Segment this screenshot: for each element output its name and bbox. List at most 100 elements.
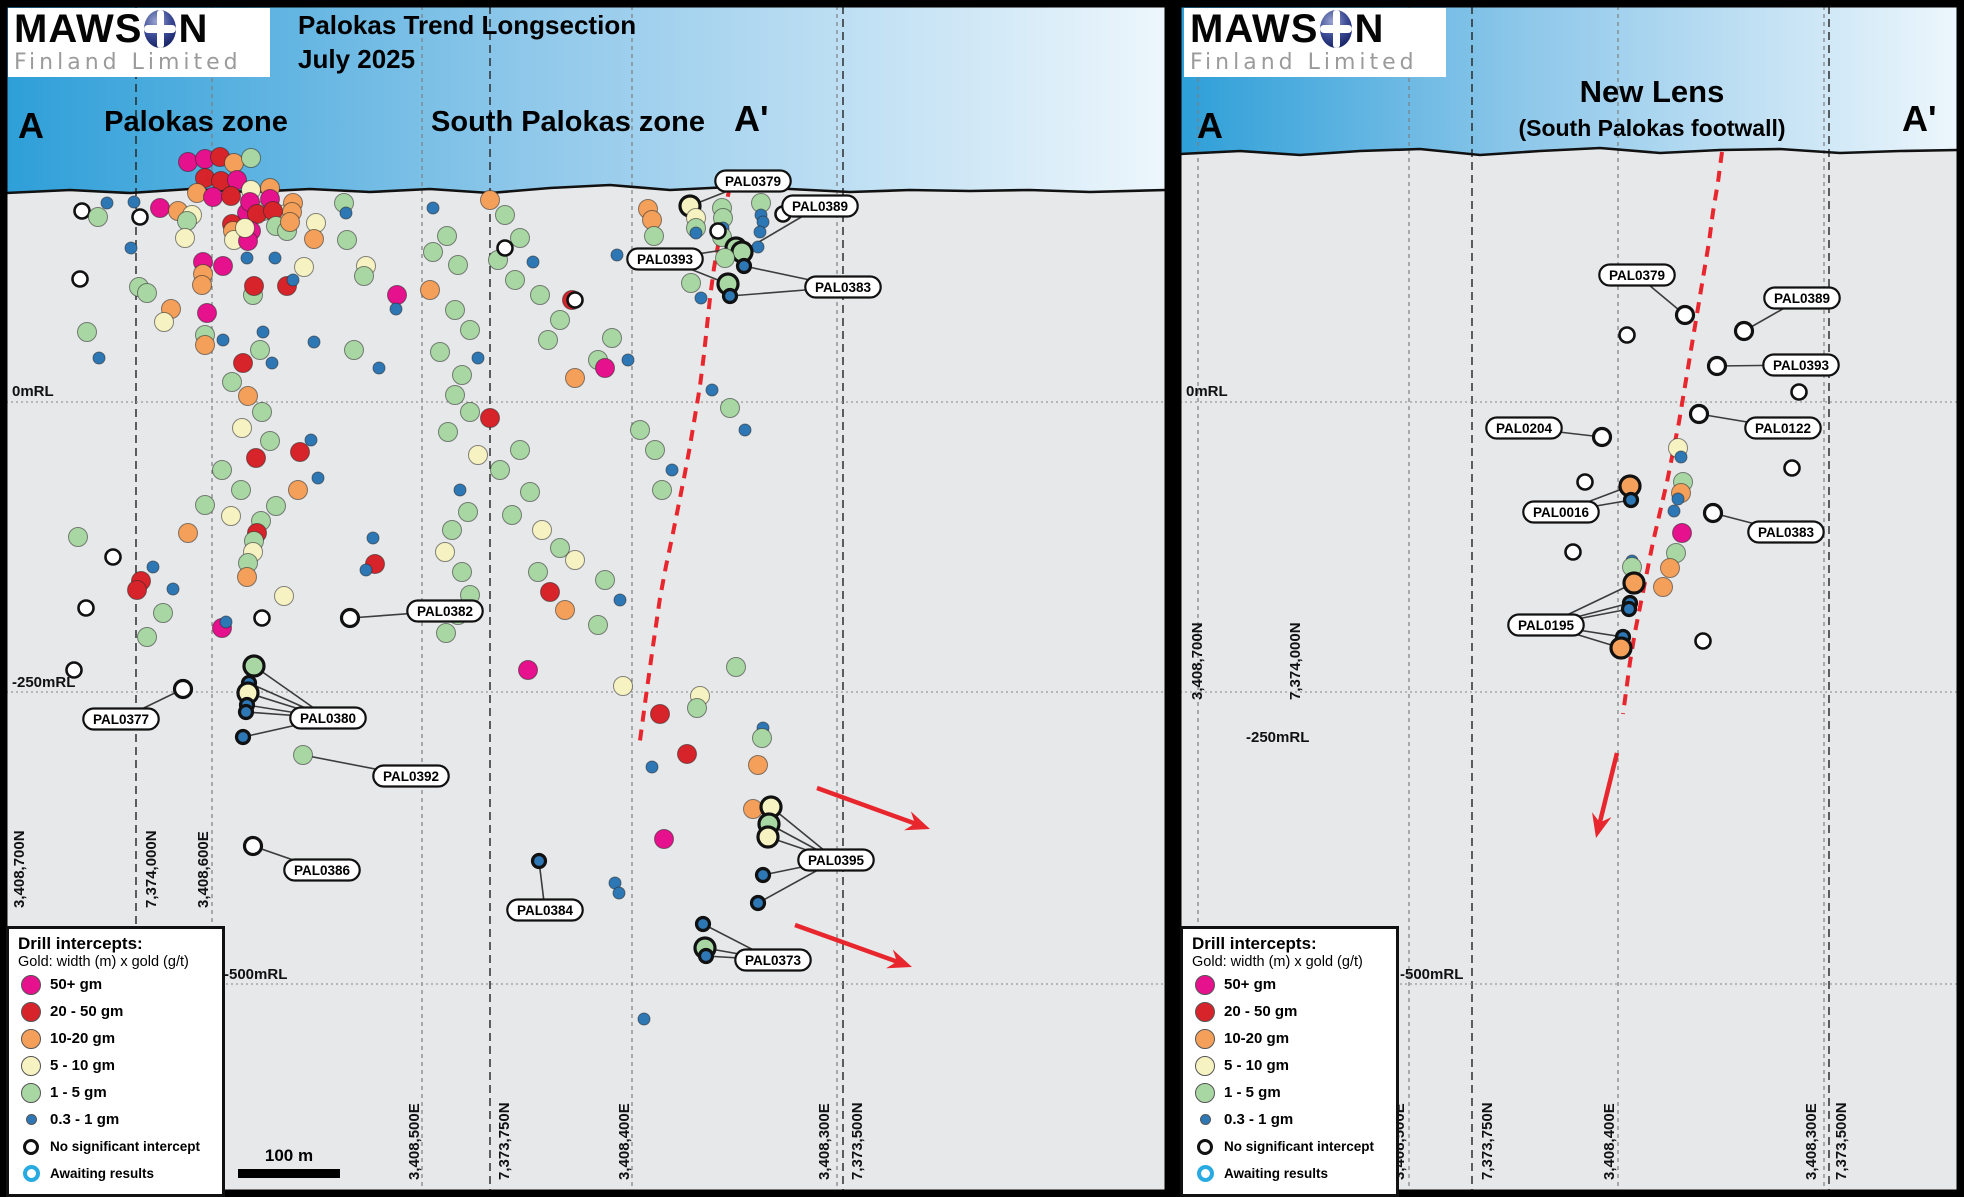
legend-item-label: 10-20 gm xyxy=(50,1030,116,1047)
drill-intercept-dot xyxy=(238,386,258,406)
drill-intercept-dot xyxy=(213,256,233,276)
drill-intercept-dot xyxy=(445,300,465,320)
drillhole-label-pill xyxy=(1507,613,1585,637)
drill-intercept-dot xyxy=(290,442,310,462)
drill-intercept-dot xyxy=(460,320,480,340)
legend-item-03-1: 0.3 - 1 gm xyxy=(18,1107,216,1132)
drillhole-label: PAL0389 xyxy=(1774,291,1830,306)
drill-intercept-dot xyxy=(430,342,450,362)
drill-intercept-dot xyxy=(1702,502,1724,524)
drillhole-label: PAL0379 xyxy=(725,174,781,189)
drillhole-label-pill xyxy=(283,858,361,882)
drill-intercept-dot xyxy=(681,273,701,293)
coordinate-label: 7,374,000N xyxy=(143,830,160,908)
drill-intercept-dot xyxy=(460,402,480,422)
scalebar xyxy=(238,1169,340,1178)
drillhole-label-pill xyxy=(804,275,882,299)
figure-date: July 2025 xyxy=(298,44,416,74)
legend-swatch-nosig-icon xyxy=(1197,1138,1213,1155)
drill-intercept-dot xyxy=(212,460,232,480)
plunge-arrow-shaft xyxy=(794,922,898,964)
drillhole-label: PAL0386 xyxy=(294,863,351,878)
drill-intercept-dot xyxy=(389,302,403,316)
drillhole-label-pill xyxy=(1763,286,1841,310)
elevation-label: -500mRL xyxy=(1400,966,1463,983)
drill-intercept-dot xyxy=(1622,491,1640,509)
drill-intercept-dot xyxy=(387,285,407,305)
section-marker-a2-left: A' xyxy=(734,98,769,139)
drill-intercept-dot xyxy=(423,242,443,262)
legend-item-50plus: 50+ gm xyxy=(1192,972,1390,997)
legend-item-1-5: 1 - 5 gm xyxy=(18,1080,216,1105)
drill-intercept-dot xyxy=(221,186,241,206)
drillhole-label: PAL0395 xyxy=(808,853,865,868)
legend-subtitle: Gold: width (m) x gold (g/t) xyxy=(18,954,189,970)
drill-intercept-dot xyxy=(172,678,194,700)
drill-intercept-dot xyxy=(166,582,180,596)
drill-intercept-dot xyxy=(237,703,255,721)
drill-intercept-dot xyxy=(1688,403,1710,425)
drill-intercept-dot xyxy=(237,567,257,587)
drillhole-label: PAL0389 xyxy=(792,199,848,214)
drill-intercept-dot xyxy=(480,408,500,428)
drill-intercept-dot xyxy=(240,251,254,265)
drill-intercept-dot xyxy=(502,505,522,525)
drill-intercept-dot xyxy=(146,560,160,574)
drill-intercept-dot xyxy=(532,520,552,540)
drill-intercept-dot xyxy=(610,248,624,262)
drillhole-label-pill xyxy=(82,707,160,731)
drill-intercept-dot xyxy=(751,240,765,254)
legend-item-label: 20 - 50 gm xyxy=(1224,1003,1298,1020)
drill-intercept-dot xyxy=(286,273,300,287)
drill-intercept-dot xyxy=(435,542,455,562)
drill-intercept-dot xyxy=(1674,450,1688,464)
coordinate-label: 3,408,300E xyxy=(1803,1103,1820,1180)
drill-intercept-dot xyxy=(250,340,270,360)
drillhole-label: PAL0380 xyxy=(300,711,356,726)
drillhole-label-pill xyxy=(781,194,859,218)
drill-intercept-dot xyxy=(738,423,752,437)
drill-intercept-dot xyxy=(100,196,114,210)
drill-intercept-dot xyxy=(566,291,584,309)
drill-intercept-dot xyxy=(354,266,374,286)
logo-subtitle: Finland Limited xyxy=(1190,50,1418,75)
legend-item-20-50: 20 - 50 gm xyxy=(18,999,216,1024)
drill-intercept-dot xyxy=(203,187,223,207)
legend-swatch-20-50-icon xyxy=(1195,1001,1215,1022)
drill-intercept-dot xyxy=(268,251,282,265)
drill-intercept-dot xyxy=(694,291,708,305)
legend-item-awaiting: Awaiting results xyxy=(18,1161,216,1186)
zone-subtitle-new-lens: (South Palokas footwall) xyxy=(1518,115,1785,141)
drill-intercept-dot xyxy=(307,335,321,349)
logo-text-start: MAWS xyxy=(1190,7,1319,51)
drill-intercept-dot xyxy=(715,248,735,268)
drill-intercept-dot xyxy=(458,502,478,522)
drill-intercept-dot xyxy=(735,257,753,275)
drill-intercept-dot xyxy=(420,280,440,300)
static-text-layer: A A' Palokas zone South Palokas zone A A… xyxy=(18,74,1937,146)
trend-dashed-line xyxy=(1621,151,1724,715)
drill-intercept-dot xyxy=(219,615,233,629)
plunge-arrow-head xyxy=(886,949,912,969)
legend-item-awaiting: Awaiting results xyxy=(1192,1161,1390,1186)
drillhole-label: PAL0383 xyxy=(1758,525,1815,540)
drill-intercept-dot xyxy=(127,195,141,209)
zone-title-new-lens: New Lens xyxy=(1580,74,1725,109)
terrain-line xyxy=(1179,146,1959,157)
drill-intercept-dot xyxy=(1790,383,1808,401)
drill-intercept-dot xyxy=(637,1012,651,1026)
legend-swatch-20-50-icon xyxy=(21,1001,41,1022)
drill-intercept-dot xyxy=(565,550,585,570)
elevation-label: 0mRL xyxy=(12,383,54,400)
drillhole-label: PAL0393 xyxy=(637,252,694,267)
legend-item-label: Awaiting results xyxy=(50,1166,155,1181)
legend-subtitle: Gold: width (m) x gold (g/t) xyxy=(1192,954,1363,970)
drill-intercept-dot xyxy=(448,255,468,275)
trend-dashed-line xyxy=(637,185,732,749)
legend-item-label: 5 - 10 gm xyxy=(50,1057,116,1074)
drill-intercept-dot xyxy=(178,152,198,172)
drillhole-label: PAL0195 xyxy=(1518,618,1575,633)
drill-intercept-dot xyxy=(344,340,364,360)
drill-intercept-dot xyxy=(555,600,575,620)
plunge-arrow-shaft xyxy=(816,785,916,826)
